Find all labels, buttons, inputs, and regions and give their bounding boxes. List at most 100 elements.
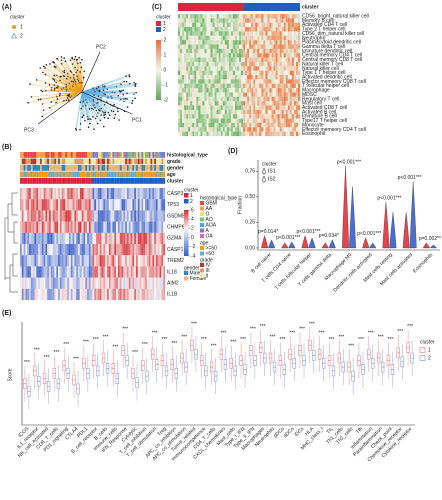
heatmap-cell — [210, 48, 213, 54]
heatmap-cell — [186, 127, 189, 132]
heatmap-cell — [263, 22, 266, 28]
annotation-cell — [76, 152, 79, 158]
heatmap-cell — [267, 27, 270, 32]
heatmap-cell — [188, 83, 191, 89]
heatmap-cell — [230, 122, 233, 128]
heatmap-cell — [291, 48, 294, 54]
heatmap-cell — [297, 131, 301, 137]
heatmap-cell — [130, 188, 133, 200]
heatmap-cell — [101, 244, 104, 256]
heatmap-cell — [251, 79, 254, 84]
annotation-cell — [25, 165, 28, 171]
heatmap-cell — [277, 109, 280, 115]
heatmap-cell — [208, 61, 211, 67]
violin — [382, 201, 390, 249]
heatmap-cell — [289, 96, 292, 102]
heatmap-cell — [249, 105, 252, 110]
heatmap-cell — [52, 232, 55, 245]
heatmap-cell — [257, 27, 260, 32]
heatmap-cell — [283, 48, 286, 54]
heatmap-cell — [112, 266, 115, 278]
heatmap-cell — [251, 105, 254, 110]
heatmap-cell — [139, 255, 142, 267]
heatmap-cell — [297, 31, 301, 36]
scale-label: 4 — [191, 217, 194, 223]
heatmap-cell — [232, 105, 236, 110]
row-label: Natural killer cell — [302, 66, 339, 72]
heatmap-cell — [202, 27, 205, 32]
annotation-cell — [97, 171, 100, 178]
heatmap-cell — [269, 61, 272, 67]
heatmap-cell — [241, 114, 244, 119]
annotation-cell — [39, 152, 42, 158]
heatmap-cell — [287, 118, 290, 124]
heatmap-cell — [243, 70, 246, 76]
legend-title: histological_type — [200, 195, 237, 201]
heatmap-cell — [208, 105, 211, 110]
pca-ray — [81, 83, 136, 93]
heatmap-cell — [32, 266, 35, 278]
heatmap-cell — [180, 14, 183, 19]
annotation-cell — [49, 152, 51, 158]
legend-label: <60 — [206, 251, 215, 257]
scale-label: 6 — [191, 207, 194, 213]
heatmap-cell — [216, 31, 219, 36]
heatmap-cell — [148, 266, 151, 278]
heatmap-cell — [224, 35, 227, 41]
annotation-cell — [96, 165, 99, 171]
heatmap-cell — [21, 255, 24, 267]
heatmap-cell — [72, 232, 75, 245]
heatmap-cell — [157, 221, 160, 233]
heatmap-cell — [230, 92, 233, 97]
heatmap-cell — [117, 244, 120, 256]
p-value: p<0.001*** — [276, 235, 300, 241]
heatmap-cell — [43, 210, 46, 222]
heatmap-cell — [265, 96, 268, 102]
annotation-cell — [134, 171, 137, 178]
annotation-label: cluster — [302, 4, 318, 10]
heatmap-cell — [178, 48, 181, 54]
heatmap-cell — [30, 288, 33, 301]
heatmap-cell — [289, 114, 292, 119]
legend-label: 2 — [163, 27, 166, 33]
heatmap-cell — [210, 40, 213, 45]
annotation-cell — [141, 158, 144, 165]
heatmap-cell — [194, 27, 197, 32]
heatmap-cell — [79, 277, 82, 289]
heatmap-cell — [182, 40, 185, 45]
heatmap-cell — [271, 79, 274, 84]
heatmap-cell — [182, 92, 185, 97]
heatmap-cell — [216, 118, 219, 124]
scale-label: -2 — [164, 97, 169, 103]
pca-point — [135, 91, 137, 94]
heatmap-cell — [218, 122, 221, 128]
pca-point — [41, 90, 44, 93]
heatmap-cell — [47, 244, 50, 256]
heatmap-cell — [253, 40, 256, 45]
heatmap-cell — [41, 188, 44, 200]
heatmap-cell — [243, 114, 246, 119]
pca-point — [100, 114, 102, 116]
heatmap-cell — [202, 40, 205, 45]
heatmap-cell — [198, 70, 201, 76]
heatmap-cell — [257, 88, 260, 93]
heatmap-cell — [255, 114, 258, 119]
annotation-cell — [67, 178, 70, 184]
heatmap-cell — [232, 101, 236, 106]
heatmap-cell — [261, 66, 264, 71]
heatmap-cell — [230, 88, 233, 93]
heatmap-cell — [117, 232, 120, 245]
heatmap-cell — [186, 83, 189, 89]
heatmap-cell — [259, 83, 262, 89]
heatmap-cell — [87, 232, 89, 245]
heatmap-cell — [50, 188, 53, 200]
heatmap-cell — [32, 221, 35, 233]
heatmap-cell — [52, 221, 55, 233]
annotation-cell — [56, 152, 59, 158]
heatmap-cell — [224, 48, 227, 54]
annotation-cell — [58, 171, 60, 178]
heatmap-cell — [90, 232, 93, 245]
heatmap-cell — [287, 48, 290, 54]
heatmap-cell — [32, 244, 35, 256]
heatmap-cell — [265, 88, 268, 93]
